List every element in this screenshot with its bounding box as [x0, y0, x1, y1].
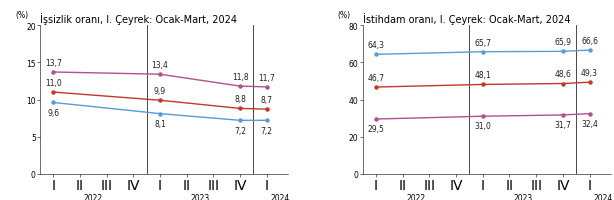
Text: 49,3: 49,3	[581, 69, 598, 78]
Text: 7,2: 7,2	[234, 126, 246, 135]
Text: 11,8: 11,8	[232, 73, 249, 82]
Text: 11,0: 11,0	[45, 78, 61, 87]
Text: 2023: 2023	[190, 193, 210, 200]
Text: 7,2: 7,2	[261, 126, 273, 135]
Text: 2024: 2024	[593, 193, 613, 200]
Text: 46,7: 46,7	[368, 73, 384, 82]
Text: 2024: 2024	[271, 193, 290, 200]
Text: 66,6: 66,6	[581, 37, 598, 46]
Text: 2022: 2022	[406, 193, 426, 200]
Text: 13,4: 13,4	[152, 61, 168, 70]
Text: 65,9: 65,9	[554, 38, 572, 47]
Text: 48,1: 48,1	[475, 71, 491, 80]
Text: 9,6: 9,6	[47, 108, 60, 117]
Text: 48,6: 48,6	[554, 70, 571, 79]
Text: 31,7: 31,7	[554, 121, 571, 129]
Text: 11,7: 11,7	[258, 73, 275, 82]
Text: 2022: 2022	[84, 193, 103, 200]
Text: 29,5: 29,5	[368, 125, 384, 134]
Text: İşsizlik oranı, I. Çeyrek: Ocak-Mart, 2024: İşsizlik oranı, I. Çeyrek: Ocak-Mart, 20…	[40, 13, 237, 25]
Text: 8,8: 8,8	[234, 95, 246, 104]
Text: 13,7: 13,7	[45, 58, 61, 67]
Text: (%): (%)	[15, 11, 28, 20]
Text: İstihdam oranı, I. Çeyrek: Ocak-Mart, 2024: İstihdam oranı, I. Çeyrek: Ocak-Mart, 20…	[363, 13, 570, 25]
Text: 64,3: 64,3	[368, 41, 384, 50]
Text: (%): (%)	[338, 11, 351, 20]
Text: 32,4: 32,4	[581, 119, 598, 128]
Text: 2023: 2023	[513, 193, 532, 200]
Text: 8,7: 8,7	[261, 95, 273, 104]
Text: 31,0: 31,0	[475, 122, 491, 131]
Text: 65,7: 65,7	[474, 38, 491, 47]
Text: 8,1: 8,1	[154, 119, 166, 128]
Text: 9,9: 9,9	[154, 87, 166, 96]
